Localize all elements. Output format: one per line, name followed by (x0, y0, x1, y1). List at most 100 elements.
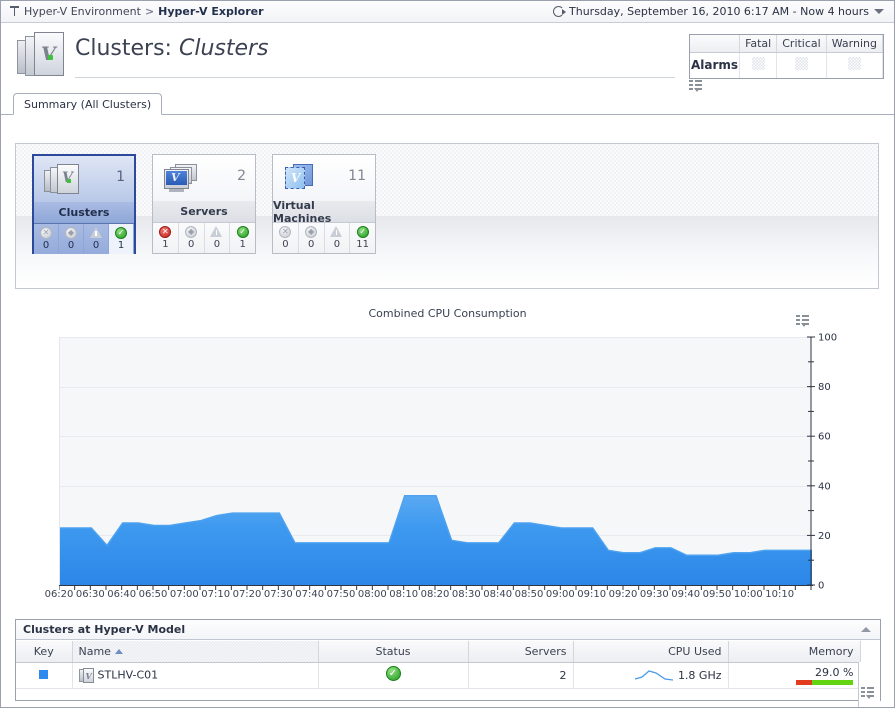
status-normal-icon: ✓ (236, 226, 249, 238)
tile-vm-sev-warning[interactable]: 0 (325, 223, 351, 253)
col-header-name[interactable]: Name (72, 641, 319, 663)
chart-area-series (60, 495, 812, 585)
chart-x-tick-label: 08:20 (420, 589, 450, 600)
collapse-caret-icon[interactable] (861, 627, 871, 632)
alarms-col-warning[interactable]: Warning (826, 35, 884, 53)
tile-clusters-sev-warning[interactable]: 0 (84, 224, 109, 254)
tile-vm-sev-unknown[interactable]: ✕ 0 (273, 223, 299, 253)
empty-cell-pattern (751, 57, 765, 71)
tile-vm-sev-normal[interactable]: ✓ 11 (350, 223, 375, 253)
col-header-servers[interactable]: Servers (468, 641, 574, 663)
time-range-text: Thursday, September 16, 2010 6:17 AM - N… (569, 5, 869, 18)
chart-x-tick-label: 08:50 (514, 589, 544, 600)
col-header-memory[interactable]: Memory (728, 641, 861, 663)
alarms-col-critical[interactable]: Critical (776, 35, 827, 53)
tile-servers-sev-normal-value: 1 (239, 239, 246, 250)
status-normal-icon (385, 666, 401, 681)
clusters-data-grid: Key Name Status Servers CPU Used Memory … (16, 641, 880, 707)
sparkline-icon (634, 670, 674, 681)
tile-clusters[interactable]: V 1 Clusters ✕ 0 ◆ 0 0 (32, 154, 136, 254)
breadcrumb: Hyper-V Environment > Hyper-V Explorer (1, 5, 264, 18)
chart-y-axis: 0 20 40 60 80 100 (807, 333, 837, 592)
hierarchy-icon (9, 6, 20, 17)
clusters-table-title: Clusters at Hyper-V Model (23, 623, 186, 636)
tile-servers-sev-critical[interactable]: ◆ 0 (179, 223, 205, 253)
cell-key (16, 662, 73, 689)
breadcrumb-parent[interactable]: Hyper-V Environment (24, 5, 141, 18)
tile-clusters-sev-unknown-value: 0 (42, 240, 50, 251)
alarms-row-label: Alarms (690, 52, 741, 78)
status-normal-icon: ✓ (115, 227, 127, 239)
chart-x-tick-label: 09:40 (671, 589, 701, 600)
tab-label: Summary (All Clusters) (24, 97, 152, 111)
chart-x-tick-label: 09:00 (545, 589, 575, 600)
page-header: V Clusters: Clusters (1, 24, 894, 81)
tab-strip: Summary (All Clusters) (1, 93, 894, 115)
chart-plot-area (59, 337, 812, 585)
chart-x-tick-label: 06:50 (138, 589, 168, 600)
chart-x-tick-label: 09:30 (639, 589, 669, 600)
tile-virtual-machines[interactable]: V 11 Virtual Machines ✕ 0 ◆ 0 (272, 154, 376, 254)
cell-cpu-used: 1.8 GHz (573, 662, 729, 689)
chart-list-menu-icon[interactable] (796, 315, 809, 327)
status-warning-icon (330, 226, 343, 238)
status-critical-icon: ◆ (185, 226, 198, 238)
breadcrumb-current[interactable]: Hyper-V Explorer (158, 5, 264, 18)
alarms-col-fatal[interactable]: Fatal (739, 35, 778, 53)
chart-x-axis (59, 585, 813, 590)
cell-memory: 29.0 % (728, 662, 861, 689)
tile-virtual-machines-count: 11 (348, 168, 366, 184)
title-divider (75, 77, 675, 78)
tile-clusters-sev-fatal-value: 0 (67, 240, 75, 251)
tile-servers-sev-normal[interactable]: ✓ 1 (230, 223, 255, 253)
status-fatal-icon: ✕ (159, 226, 172, 238)
tile-clusters-sev-unknown[interactable]: ✕ 0 (34, 224, 59, 254)
tile-clusters-sev-warning-value: 0 (92, 240, 100, 251)
col-header-status[interactable]: Status (318, 641, 469, 663)
empty-cell-pattern (794, 57, 808, 71)
cell-status (318, 662, 469, 689)
alarms-cell-critical[interactable] (776, 52, 827, 78)
status-critical-icon: ◆ (305, 226, 318, 238)
grid-menu-container (858, 662, 880, 707)
servers-stack-icon: V (163, 163, 199, 195)
chart-gridline (60, 485, 812, 487)
tab-summary-all-clusters[interactable]: Summary (All Clusters) (13, 93, 163, 115)
chart-x-tick-label: 07:30 (263, 589, 293, 600)
key-swatch-icon (39, 669, 49, 679)
clusters-table-header: Clusters at Hyper-V Model (16, 620, 880, 640)
alarms-cell-fatal[interactable] (739, 52, 778, 78)
svg-text:100: 100 (818, 333, 837, 344)
memory-value: 29.0 % (815, 665, 854, 679)
alarms-panel: Fatal Critical Warning Alarms (689, 34, 884, 92)
tile-clusters-sev-fatal[interactable]: ◆ 0 (59, 224, 84, 254)
chevron-down-icon[interactable] (874, 9, 884, 14)
grid-list-menu-icon[interactable] (861, 687, 874, 699)
tile-vm-sev-critical-value: 0 (307, 239, 315, 250)
clusters-icon: V (17, 32, 65, 77)
alarms-col-blank (690, 35, 741, 53)
clusters-stack-icon: V (44, 164, 80, 196)
chart-x-tick-label: 09:50 (702, 589, 732, 600)
tile-vm-sev-critical[interactable]: ◆ 0 (299, 223, 325, 253)
tile-clusters-sev-normal[interactable]: ✓ 1 (109, 224, 134, 254)
tile-servers-sev-warning-value: 0 (213, 239, 221, 250)
alarms-list-menu-icon[interactable] (689, 80, 702, 92)
chart-gridline (60, 436, 812, 438)
status-warning-icon (210, 226, 223, 238)
time-range-selector[interactable]: Thursday, September 16, 2010 6:17 AM - N… (553, 5, 894, 18)
cell-name[interactable]: V STLHV-C01 (72, 662, 319, 689)
tile-servers[interactable]: V 2 Servers ✕ 1 ◆ 0 0 (152, 154, 256, 254)
clusters-table-panel: Clusters at Hyper-V Model Key Name Statu… (15, 619, 881, 707)
chart-x-tick-label: 06:30 (75, 589, 105, 600)
col-header-cpu-used[interactable]: CPU Used (573, 641, 729, 663)
col-header-key[interactable]: Key (16, 641, 73, 663)
chart-gridline (60, 337, 812, 338)
tile-servers-sev-warning[interactable]: 0 (205, 223, 231, 253)
tile-servers-sev-fatal[interactable]: ✕ 1 (153, 223, 179, 253)
cpu-used-value: 1.8 GHz (677, 668, 722, 682)
alarms-cell-warning[interactable] (826, 52, 884, 78)
tile-vm-sev-warning-value: 0 (333, 239, 341, 250)
